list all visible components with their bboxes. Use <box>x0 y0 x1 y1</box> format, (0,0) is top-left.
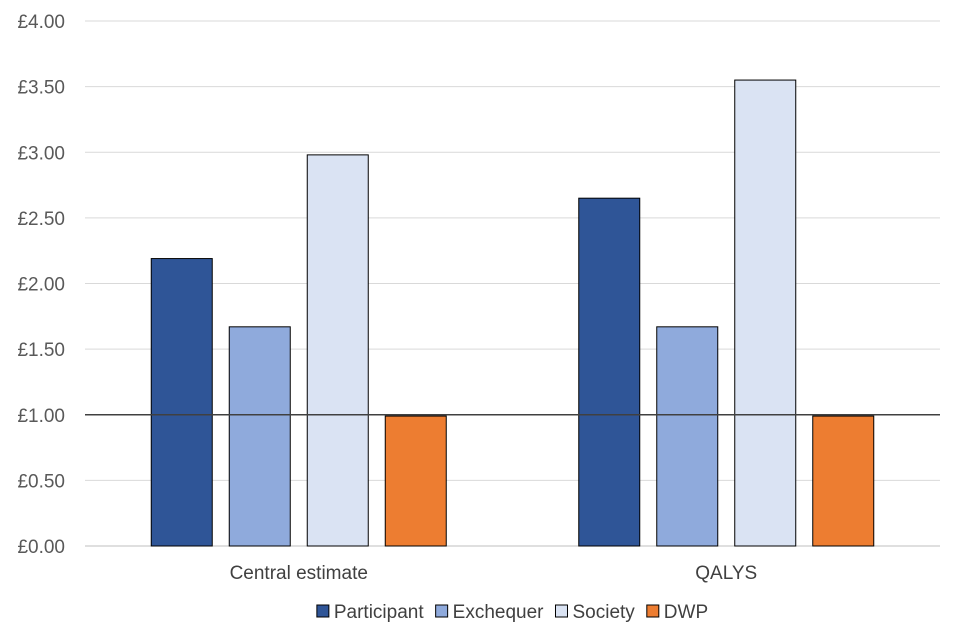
bar-society-1 <box>306 154 369 547</box>
x-category-label: QALYS <box>695 563 757 584</box>
bar-dwp-1 <box>384 415 447 547</box>
y-tick-label: £1.00 <box>17 406 65 427</box>
y-tick-label: £2.00 <box>17 275 65 296</box>
x-category-label: Central estimate <box>230 563 368 584</box>
legend-item-participant: Participant <box>316 602 424 623</box>
legend-item-exchequer: Exchequer <box>435 602 545 623</box>
legend-label: Participant <box>334 602 424 623</box>
legend: Participant Exchequer Society DWP <box>316 602 708 623</box>
y-tick-label: £4.00 <box>17 12 65 33</box>
legend-swatch <box>316 604 330 618</box>
bar-society-2 <box>734 79 797 547</box>
bar-exchequer-2 <box>656 326 719 547</box>
legend-item-dwp: DWP <box>646 602 708 623</box>
legend-label: Exchequer <box>453 602 545 623</box>
bar-exchequer-1 <box>228 326 291 547</box>
legend-label: Society <box>572 602 635 623</box>
legend-item-society: Society <box>554 602 635 623</box>
legend-swatch <box>435 604 449 618</box>
legend-label: DWP <box>664 602 708 623</box>
y-tick-label: £0.50 <box>17 471 65 492</box>
legend-swatch <box>554 604 568 618</box>
bar-participant-2 <box>578 197 641 547</box>
gridlines <box>85 20 940 547</box>
x-axis-categories: Central estimate QALYS <box>230 563 758 584</box>
y-tick-label: £2.50 <box>17 209 65 230</box>
bar-participant-1 <box>150 258 213 547</box>
bar-dwp-2 <box>812 415 875 547</box>
bars <box>150 79 875 547</box>
y-tick-label: £3.50 <box>17 78 65 99</box>
y-axis-ticks: £0.00 £0.50 £1.00 £1.50 £2.00 £2.50 £3.00 £3.50… <box>17 12 65 558</box>
legend-swatch <box>646 604 660 618</box>
y-tick-label: £1.50 <box>17 340 65 361</box>
y-tick-label: £0.00 <box>17 537 65 558</box>
y-tick-label: £3.00 <box>17 143 65 164</box>
